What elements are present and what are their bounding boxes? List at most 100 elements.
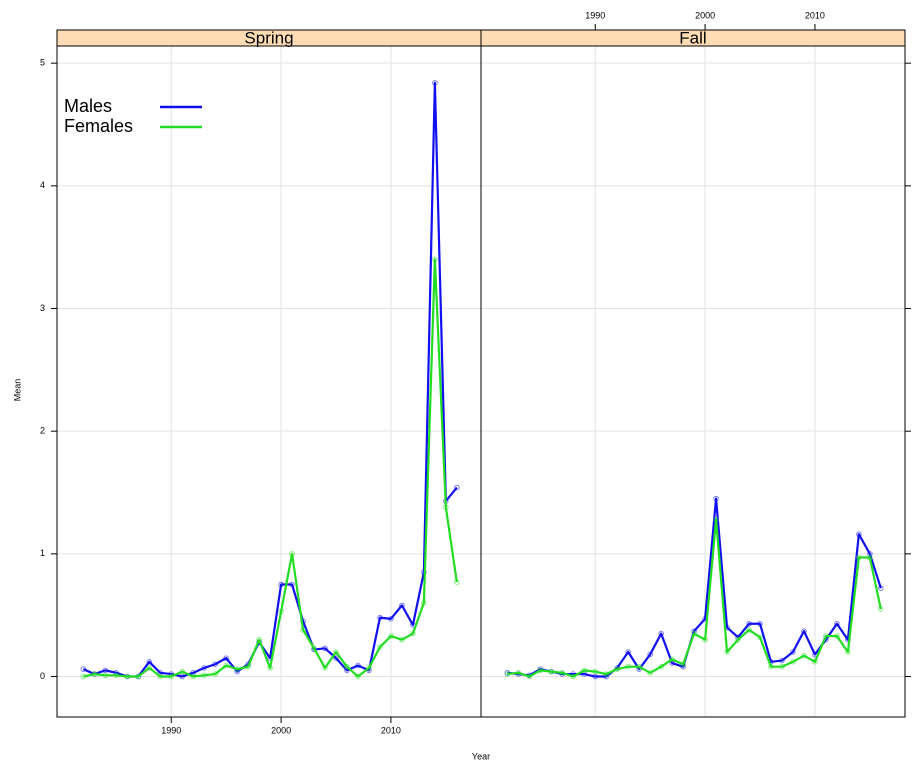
data-point: [790, 649, 796, 655]
data-point: [179, 668, 186, 675]
data-point: [245, 663, 251, 670]
data-point: [713, 516, 719, 523]
y-axis-label: Mean: [12, 379, 22, 402]
data-point: [823, 633, 829, 639]
data-point: [559, 670, 566, 676]
data-point: [713, 495, 719, 502]
series-line: [507, 497, 882, 678]
data-point: [399, 636, 405, 643]
panel-frame: [56, 45, 482, 718]
data-point: [267, 665, 273, 671]
data-point: [537, 667, 544, 674]
data-point: [614, 666, 621, 672]
data-point: [724, 649, 730, 655]
data-point: [355, 673, 361, 680]
data-point: [592, 668, 599, 675]
data-point: [212, 671, 218, 677]
data-point: [322, 645, 328, 652]
data-point: [779, 663, 785, 670]
data-point: [801, 652, 807, 659]
data-point: [735, 636, 741, 643]
x-tick-label: 2000: [695, 10, 715, 20]
data-point: [322, 665, 328, 671]
data-point: [746, 627, 752, 633]
data-point: [113, 672, 120, 679]
data-point: [432, 80, 438, 86]
data-point: [377, 644, 383, 650]
data-point: [526, 673, 533, 680]
data-point: [768, 663, 774, 670]
data-point: [548, 668, 555, 675]
data-point: [289, 581, 295, 588]
data-point: [278, 581, 284, 588]
data-point: [603, 671, 610, 677]
series-line: [82, 81, 458, 678]
data-point: [278, 608, 284, 615]
data-point: [856, 554, 862, 561]
data-point: [834, 620, 840, 627]
data-point: [80, 673, 87, 680]
data-point: [746, 620, 752, 627]
x-tick-label: 1990: [161, 725, 181, 735]
data-point: [168, 673, 175, 680]
data-point: [333, 655, 339, 661]
panel-title: Fall: [679, 28, 706, 47]
data-point: [421, 600, 427, 606]
x-tick-label: 2000: [271, 725, 291, 735]
data-point: [454, 579, 460, 585]
data-point: [355, 662, 361, 669]
data-point: [779, 657, 785, 664]
data-point: [223, 655, 229, 661]
data-point: [80, 666, 87, 672]
data-point: [124, 673, 131, 680]
data-point: [146, 665, 153, 671]
data-point: [190, 673, 197, 680]
data-point: [658, 630, 664, 637]
data-point: [625, 649, 631, 655]
data-point: [366, 665, 372, 671]
data-point: [432, 256, 438, 263]
x-tick-label: 1990: [585, 10, 605, 20]
y-tick-label: 0: [40, 671, 45, 681]
data-point: [834, 633, 840, 639]
data-point: [581, 671, 588, 677]
data-point: [845, 649, 851, 655]
data-point: [867, 554, 873, 561]
legend-label: Females: [64, 116, 133, 136]
data-point: [190, 670, 197, 676]
data-point: [625, 663, 631, 670]
data-point: [146, 658, 153, 665]
y-tick-label: 3: [40, 303, 45, 313]
data-point: [669, 656, 675, 663]
data-point: [790, 658, 796, 665]
data-point: [454, 484, 460, 491]
data-point: [647, 651, 653, 658]
data-point: [234, 666, 240, 672]
data-point: [757, 634, 763, 641]
data-point: [504, 671, 511, 677]
y-tick-label: 5: [40, 58, 45, 68]
series-line: [507, 518, 882, 678]
data-point: [515, 670, 522, 676]
data-point: [311, 645, 317, 652]
data-point: [878, 606, 884, 612]
data-point: [757, 620, 763, 627]
series-line: [83, 258, 458, 678]
data-point: [658, 663, 664, 670]
data-point: [388, 616, 394, 622]
panel-title: Spring: [244, 28, 293, 47]
data-point: [443, 504, 449, 511]
y-tick-label: 2: [40, 426, 45, 436]
data-point: [212, 661, 218, 668]
data-point: [289, 551, 295, 557]
data-point: [300, 627, 306, 633]
data-point: [636, 663, 642, 670]
legend-label: Males: [64, 96, 112, 116]
x-axis-label: Year: [472, 751, 490, 761]
data-point: [867, 551, 873, 557]
data-point: [333, 649, 339, 655]
data-point: [647, 670, 653, 676]
panel-frame: [480, 45, 906, 718]
data-point: [801, 628, 807, 634]
